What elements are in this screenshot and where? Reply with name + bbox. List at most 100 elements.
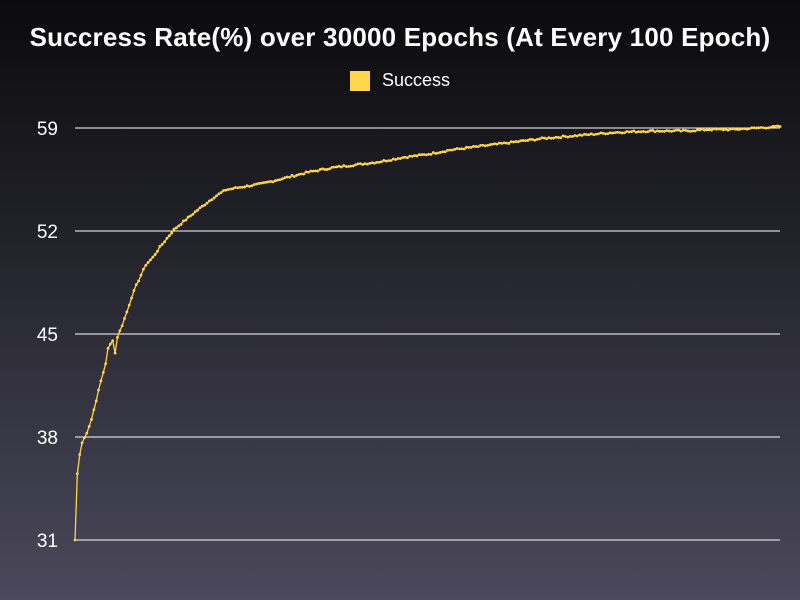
data-point [450,148,454,152]
data-point [170,231,174,235]
data-point [351,164,355,168]
data-point [382,159,386,162]
data-point [94,399,98,403]
data-point [630,130,633,134]
data-point [455,147,459,150]
data-point [601,131,605,135]
data-point [236,186,240,190]
data-point [604,132,607,136]
data-point [417,153,421,157]
data-point [340,165,343,169]
data-point [248,185,251,188]
data-point [151,255,155,259]
data-point [641,130,645,133]
data-point [778,125,782,128]
data-point [283,176,287,180]
data-point [271,180,275,184]
data-point [224,188,228,192]
data-point [476,145,480,149]
data-point [566,135,570,139]
data-point [198,206,202,210]
data-point [179,222,183,226]
data-point [281,177,284,181]
data-point [127,303,131,307]
data-point [769,125,772,129]
data-point [714,127,718,131]
data-point [233,186,237,189]
data-point [580,134,584,137]
data-point [507,142,511,145]
data-point [290,174,294,177]
data-point [667,129,671,133]
data-point [200,204,204,208]
data-point [538,137,541,141]
data-point [743,127,747,131]
data-point [599,131,603,135]
data-point [83,436,86,440]
data-point [745,127,749,131]
data-point [549,136,553,140]
data-point [134,283,138,287]
data-point [274,179,277,183]
data-point [472,145,475,148]
data-point [335,165,339,169]
data-point [344,165,348,168]
data-point [165,236,169,240]
data-point [670,130,673,133]
data-point [462,147,466,151]
data-point [637,130,640,134]
data-point [349,164,353,168]
data-point [674,128,678,132]
data-point [177,224,181,228]
data-point [361,163,365,166]
data-point [644,130,647,134]
data-point [285,175,289,179]
data-point [356,162,360,166]
data-point [740,127,744,131]
data-point [578,133,581,137]
legend-swatch [349,70,370,91]
data-point [318,168,322,171]
data-point [78,453,82,457]
data-point [729,127,732,131]
data-point [495,142,499,146]
data-point [585,133,589,136]
data-point [215,194,218,198]
data-point [434,152,438,155]
data-point [332,165,336,169]
data-point [750,126,754,130]
data-point [707,128,711,132]
data-point [80,441,84,445]
data-point [493,142,497,146]
data-point [731,127,735,131]
data-point [354,163,357,167]
data-point [245,184,249,188]
data-point [597,132,600,136]
data-point [474,145,478,148]
data-point [469,146,473,149]
data-point [252,183,256,186]
data-point [292,175,296,178]
data-point [212,196,216,200]
data-point [73,538,77,542]
data-point [625,130,629,133]
data-point [646,130,650,134]
data-point [773,124,777,128]
data-point [573,134,577,137]
data-point [571,135,574,138]
data-point [398,157,402,160]
data-point [719,127,723,131]
data-point [255,182,258,186]
data-point [309,169,313,173]
data-point [427,152,431,156]
data-point [535,138,539,141]
data-point [568,134,572,138]
data-point [217,192,221,196]
data-point [483,144,487,148]
data-point [205,201,209,205]
data-point [436,151,440,155]
data-point [615,130,619,134]
data-point [172,227,176,231]
data-point [606,132,610,136]
data-point [325,168,329,171]
